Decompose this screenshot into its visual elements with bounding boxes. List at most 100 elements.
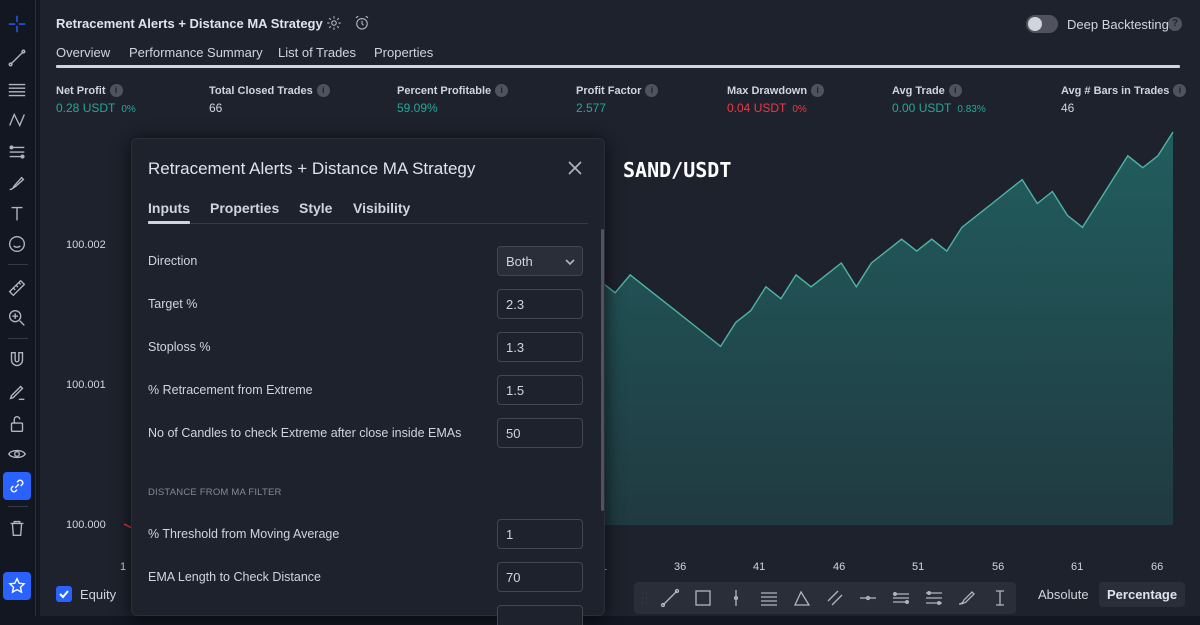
metric-value: 0.00 USDT bbox=[892, 101, 952, 115]
metric-sub-value: 0.83% bbox=[957, 104, 986, 115]
metric-sub-value: 0% bbox=[792, 104, 807, 115]
toolbar-divider bbox=[8, 506, 28, 507]
y-tick-label: 100.001 bbox=[66, 379, 106, 391]
vertical-line-icon[interactable] bbox=[725, 587, 747, 609]
equity-checkbox[interactable] bbox=[56, 586, 72, 602]
metric-sub-value: 0% bbox=[121, 104, 136, 115]
symbol-label: SAND/USDT bbox=[623, 158, 732, 182]
tab-performance-summary[interactable]: Performance Summary bbox=[129, 45, 263, 60]
scrollbar[interactable] bbox=[601, 229, 604, 511]
toggle-knob bbox=[1028, 17, 1042, 31]
tabs-divider bbox=[148, 223, 588, 224]
dialog-title: Retracement Alerts + Distance MA Strateg… bbox=[148, 159, 476, 178]
deep-backtesting-toggle[interactable] bbox=[1026, 15, 1058, 33]
drag-handle-icon[interactable] bbox=[638, 587, 650, 609]
threshold-input[interactable]: 1 bbox=[497, 519, 583, 549]
eye-icon[interactable] bbox=[3, 440, 31, 468]
projection-icon[interactable] bbox=[923, 587, 945, 609]
y-tick-label: 100.000 bbox=[66, 519, 106, 531]
info-icon[interactable]: i bbox=[948, 84, 962, 97]
metric-total-closed-trades: Total Closed Trades i 66 bbox=[209, 84, 330, 115]
trend-line-icon[interactable] bbox=[3, 44, 31, 72]
select-value: Both bbox=[506, 254, 533, 269]
ruler-icon[interactable] bbox=[3, 274, 31, 302]
info-icon[interactable]: i bbox=[811, 84, 825, 97]
parallel-channel-icon[interactable] bbox=[824, 587, 846, 609]
zoom-in-icon[interactable] bbox=[3, 304, 31, 332]
fib-retracement-icon[interactable] bbox=[3, 76, 31, 104]
x-tick-label: 41 bbox=[753, 561, 766, 573]
drawdown-mark bbox=[123, 523, 133, 529]
brush-icon[interactable] bbox=[3, 170, 31, 198]
tab-inputs[interactable]: Inputs bbox=[148, 200, 190, 216]
x-tick-label: 61 bbox=[1071, 561, 1084, 573]
x-tick-label: 36 bbox=[674, 561, 687, 573]
info-icon[interactable]: i bbox=[109, 84, 123, 97]
pattern-icon[interactable] bbox=[3, 106, 31, 134]
retracement-input[interactable]: 1.5 bbox=[497, 375, 583, 405]
info-icon[interactable]: i bbox=[645, 84, 659, 97]
prediction-icon[interactable] bbox=[3, 138, 31, 166]
absolute-button[interactable]: Absolute bbox=[1038, 587, 1089, 602]
link-icon[interactable] bbox=[3, 472, 31, 500]
help-icon[interactable]: ? bbox=[1168, 17, 1182, 31]
info-icon[interactable]: i bbox=[495, 84, 509, 97]
favorites-star-icon[interactable] bbox=[3, 572, 31, 600]
info-icon[interactable]: i bbox=[316, 84, 330, 97]
active-tab-indicator bbox=[56, 65, 1180, 68]
horizontal-line-icon[interactable] bbox=[857, 587, 879, 609]
tab-list-of-trades[interactable]: List of Trades bbox=[278, 45, 357, 60]
input-row-target: Target % 2.3 bbox=[148, 289, 588, 319]
chevron-down-icon bbox=[565, 259, 575, 266]
tab-style[interactable]: Style bbox=[299, 200, 333, 216]
info-icon[interactable]: i bbox=[1173, 84, 1187, 97]
tab-visibility[interactable]: Visibility bbox=[353, 200, 411, 216]
direction-select[interactable]: Both bbox=[497, 246, 583, 276]
section-title: DISTANCE FROM MA FILTER bbox=[148, 487, 282, 498]
lock-drawing-icon[interactable] bbox=[3, 378, 31, 406]
tab-overview[interactable]: Overview bbox=[56, 45, 111, 60]
input-label: Stoploss % bbox=[148, 340, 211, 354]
tab-properties[interactable]: Properties bbox=[210, 200, 280, 216]
close-icon[interactable] bbox=[566, 159, 584, 177]
metric-value: 2.577 bbox=[576, 101, 607, 115]
input-label: % Retracement from Extreme bbox=[148, 383, 313, 397]
next-input[interactable] bbox=[497, 605, 583, 625]
date-range-icon[interactable] bbox=[989, 587, 1011, 609]
rectangle-icon[interactable] bbox=[692, 587, 714, 609]
trash-icon[interactable] bbox=[3, 514, 31, 542]
text-icon[interactable] bbox=[3, 200, 31, 228]
fib-icon[interactable] bbox=[758, 587, 780, 609]
candles-input[interactable]: 50 bbox=[497, 418, 583, 448]
metric-value: 59.09% bbox=[397, 101, 438, 115]
magnet-icon[interactable] bbox=[3, 346, 31, 374]
input-label: EMA Length to Check Distance bbox=[148, 570, 322, 584]
x-tick-label: 1 bbox=[120, 561, 127, 573]
ema-length-input[interactable]: 70 bbox=[497, 562, 583, 592]
crosshair-icon[interactable] bbox=[3, 10, 31, 38]
lock-icon[interactable] bbox=[3, 410, 31, 438]
pitchfork-icon[interactable] bbox=[890, 587, 912, 609]
strategy-title: Retracement Alerts + Distance MA Strateg… bbox=[56, 16, 323, 31]
equity-line bbox=[599, 131, 1174, 348]
metric-label: Net Profit bbox=[56, 84, 106, 97]
settings-icon[interactable] bbox=[325, 14, 343, 32]
equity-label: Equity bbox=[80, 587, 117, 602]
metric-max-drawdown: Max Drawdown i 0.04 USDT 0% bbox=[727, 84, 825, 115]
strategy-settings-dialog: Retracement Alerts + Distance MA Strateg… bbox=[131, 138, 605, 625]
trend-line-icon[interactable] bbox=[659, 587, 681, 609]
tab-properties[interactable]: Properties bbox=[374, 45, 434, 60]
input-label: % Threshold from Moving Average bbox=[148, 527, 340, 541]
metric-value: 66 bbox=[209, 101, 223, 115]
emoji-icon[interactable] bbox=[3, 230, 31, 258]
metric-label: Percent Profitable bbox=[397, 84, 492, 97]
target-input[interactable]: 2.3 bbox=[497, 289, 583, 319]
metric-label: Max Drawdown bbox=[727, 84, 808, 97]
stoploss-input[interactable]: 1.3 bbox=[497, 332, 583, 362]
x-tick-label: 46 bbox=[833, 561, 846, 573]
angle-icon[interactable] bbox=[791, 587, 813, 609]
input-label: No of Candles to check Extreme after clo… bbox=[148, 426, 462, 440]
alarm-clock-icon[interactable] bbox=[353, 14, 371, 32]
percentage-button[interactable]: Percentage bbox=[1099, 582, 1186, 607]
brush-icon[interactable] bbox=[956, 587, 978, 609]
